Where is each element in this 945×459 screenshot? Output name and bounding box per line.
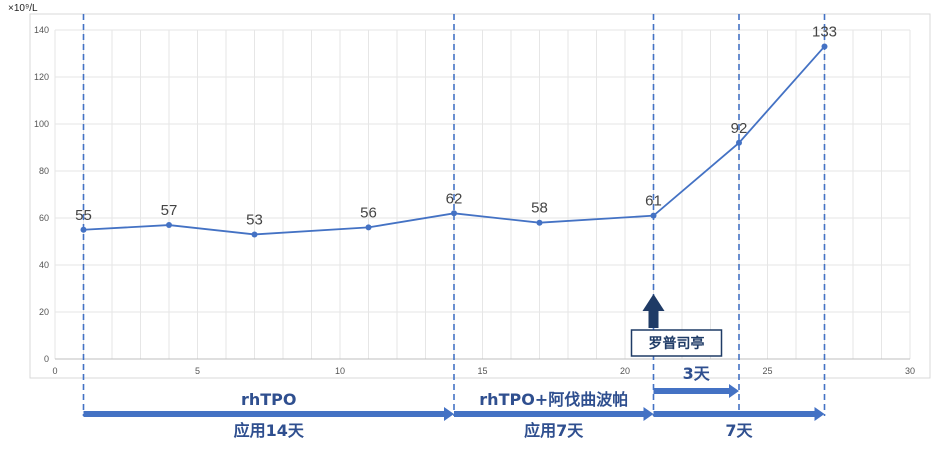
data-point — [166, 222, 172, 229]
data-label: 58 — [531, 200, 548, 217]
x-tick-label: 25 — [762, 366, 772, 376]
drug-box-frame — [630, 329, 723, 357]
x-tick-label: 0 — [52, 366, 57, 376]
x-tick-label: 10 — [335, 366, 345, 376]
span-arrow-head — [643, 407, 654, 421]
drug-box-label: 罗普司亭 — [649, 335, 705, 352]
x-tick-label: 5 — [195, 366, 200, 376]
data-label: 55 — [75, 207, 92, 224]
y-tick-label: 20 — [39, 307, 49, 317]
span-arrow-bar — [653, 388, 730, 394]
x-tick-label: 30 — [905, 366, 915, 376]
grid — [29, 13, 931, 379]
y-tick-label: 60 — [39, 213, 49, 223]
x-tick-label: 15 — [477, 366, 487, 376]
y-tick-label: 120 — [34, 72, 49, 82]
chart-frame — [29, 13, 931, 379]
x-tick-label: 20 — [620, 366, 630, 376]
span-label-below: 应用7天 — [524, 421, 584, 440]
span-arrow-head — [814, 407, 825, 421]
data-label: 92 — [731, 120, 748, 137]
y-tick-label: 140 — [34, 25, 49, 35]
data-label: 133 — [812, 23, 837, 40]
data-point — [736, 139, 742, 146]
span-label-above: rhTPO — [241, 390, 297, 409]
data-label: 61 — [645, 193, 662, 210]
span-arrow-bar — [83, 411, 445, 417]
unit-label: ×10⁹/L — [8, 3, 38, 14]
annotations: 罗普司亭 — [630, 294, 723, 357]
data-label: 53 — [246, 211, 263, 228]
data-label: 62 — [446, 190, 463, 207]
data-point — [365, 224, 372, 231]
y-tick-label: 100 — [34, 119, 49, 129]
span-label-above: rhTPO+阿伐曲波帕 — [479, 390, 628, 409]
data-label: 56 — [360, 204, 377, 221]
y-tick-label: 80 — [39, 166, 49, 176]
data-point — [821, 43, 828, 50]
axes: 0 20 40 60 80 100 120 140 0 5 10 15 20 25 30 ×10⁹/L — [8, 3, 915, 376]
data-point — [80, 226, 87, 233]
data-label: 57 — [161, 202, 178, 219]
span-arrow-head — [444, 407, 454, 421]
span-label-below: 7天 — [725, 421, 753, 440]
y-tick-label: 40 — [39, 260, 49, 270]
up-arrow-head — [642, 294, 665, 311]
data-point — [251, 231, 258, 238]
y-tick-label: 0 — [44, 354, 49, 364]
span-arrow-bar — [653, 411, 816, 417]
data-point — [650, 212, 657, 219]
span-arrow-bar — [454, 411, 645, 417]
span-label-below: 应用14天 — [234, 421, 305, 440]
series: 55 57 53 56 62 58 61 92 133 — [75, 23, 837, 238]
data-point — [536, 219, 543, 226]
data-point — [451, 210, 457, 217]
span-label-above: 3天 — [683, 364, 711, 383]
span-arrow-head — [729, 384, 739, 398]
up-arrow-shaft — [648, 310, 659, 328]
